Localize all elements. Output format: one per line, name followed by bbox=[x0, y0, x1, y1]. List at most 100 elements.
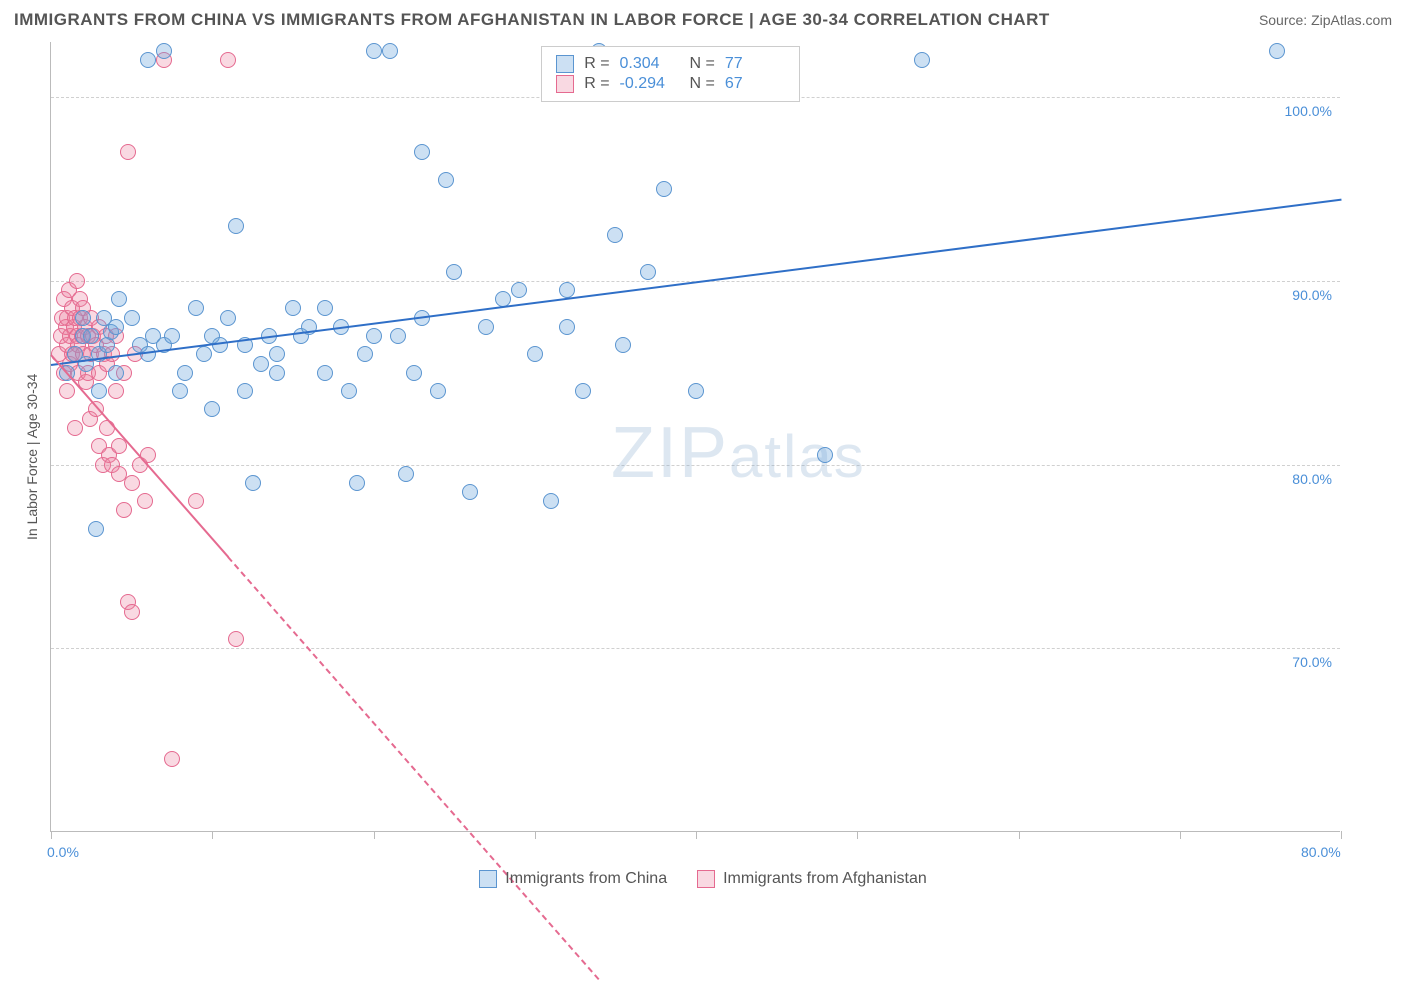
scatter-point-china bbox=[390, 328, 406, 344]
chart-source: Source: ZipAtlas.com bbox=[1259, 12, 1392, 28]
scatter-point-china bbox=[285, 300, 301, 316]
scatter-point-afghanistan bbox=[69, 273, 85, 289]
scatter-point-china bbox=[656, 181, 672, 197]
stats-r-label: R = bbox=[584, 75, 609, 93]
scatter-point-china bbox=[172, 383, 188, 399]
scatter-point-china bbox=[357, 346, 373, 362]
bottom-legend: Immigrants from China Immigrants from Af… bbox=[0, 870, 1406, 888]
scatter-point-china bbox=[83, 328, 99, 344]
x-tick-label: 80.0% bbox=[1301, 844, 1341, 860]
scatter-point-china bbox=[196, 346, 212, 362]
y-tick-label: 70.0% bbox=[1292, 654, 1332, 670]
scatter-point-china bbox=[1269, 43, 1285, 59]
scatter-point-afghanistan bbox=[116, 502, 132, 518]
stats-n-label: N = bbox=[690, 55, 715, 73]
legend-swatch-china bbox=[479, 870, 497, 888]
scatter-point-afghanistan bbox=[120, 144, 136, 160]
scatter-point-china bbox=[204, 401, 220, 417]
scatter-point-china bbox=[317, 300, 333, 316]
x-tick bbox=[1180, 831, 1181, 839]
x-tick bbox=[696, 831, 697, 839]
gridline-horizontal bbox=[51, 648, 1340, 649]
scatter-point-afghanistan bbox=[137, 493, 153, 509]
stats-swatch-afghanistan bbox=[556, 75, 574, 93]
stats-r-value-afghanistan: -0.294 bbox=[620, 75, 680, 93]
scatter-point-china bbox=[511, 282, 527, 298]
scatter-point-afghanistan bbox=[124, 475, 140, 491]
y-axis-label: In Labor Force | Age 30-34 bbox=[24, 374, 40, 540]
x-tick bbox=[857, 831, 858, 839]
scatter-point-china bbox=[108, 365, 124, 381]
scatter-point-china bbox=[366, 328, 382, 344]
scatter-point-china bbox=[269, 365, 285, 381]
scatter-point-china bbox=[817, 447, 833, 463]
trend-line-afghanistan-extrapolated bbox=[228, 557, 600, 981]
scatter-point-china bbox=[156, 43, 172, 59]
scatter-point-china bbox=[406, 365, 422, 381]
scatter-point-china bbox=[88, 521, 104, 537]
scatter-point-afghanistan bbox=[188, 493, 204, 509]
scatter-point-afghanistan bbox=[59, 383, 75, 399]
scatter-point-china bbox=[478, 319, 494, 335]
scatter-point-china bbox=[543, 493, 559, 509]
scatter-point-china bbox=[341, 383, 357, 399]
scatter-point-china bbox=[212, 337, 228, 353]
scatter-point-china bbox=[140, 52, 156, 68]
x-tick bbox=[1341, 831, 1342, 839]
scatter-point-china bbox=[688, 383, 704, 399]
chart-title: IMMIGRANTS FROM CHINA VS IMMIGRANTS FROM… bbox=[14, 10, 1050, 30]
y-tick-label: 100.0% bbox=[1285, 103, 1332, 119]
legend-item-china: Immigrants from China bbox=[479, 870, 667, 888]
legend-label-china: Immigrants from China bbox=[505, 870, 667, 888]
scatter-point-china bbox=[269, 346, 285, 362]
scatter-point-afghanistan bbox=[228, 631, 244, 647]
x-tick-label: 0.0% bbox=[47, 844, 79, 860]
x-tick bbox=[51, 831, 52, 839]
scatter-point-china bbox=[398, 466, 414, 482]
scatter-point-china bbox=[177, 365, 193, 381]
scatter-point-afghanistan bbox=[124, 604, 140, 620]
scatter-point-afghanistan bbox=[164, 751, 180, 767]
scatter-point-china bbox=[366, 43, 382, 59]
scatter-point-afghanistan bbox=[67, 420, 83, 436]
scatter-point-china bbox=[640, 264, 656, 280]
scatter-point-china bbox=[220, 310, 236, 326]
scatter-point-china bbox=[462, 484, 478, 500]
stats-row-china: R = 0.304 N = 77 bbox=[556, 55, 785, 73]
scatter-point-china bbox=[559, 282, 575, 298]
scatter-point-china bbox=[91, 383, 107, 399]
scatter-point-china bbox=[253, 356, 269, 372]
trend-line-afghanistan bbox=[50, 355, 229, 558]
chart-header: IMMIGRANTS FROM CHINA VS IMMIGRANTS FROM… bbox=[14, 10, 1392, 30]
x-tick bbox=[212, 831, 213, 839]
scatter-point-china bbox=[75, 310, 91, 326]
stats-r-value-china: 0.304 bbox=[620, 55, 680, 73]
stats-n-label: N = bbox=[690, 75, 715, 93]
chart-plot-area: 70.0%80.0%90.0%100.0%0.0%80.0%ZIPatlasR … bbox=[50, 42, 1340, 832]
scatter-point-china bbox=[914, 52, 930, 68]
scatter-point-china bbox=[430, 383, 446, 399]
scatter-point-afghanistan bbox=[220, 52, 236, 68]
y-tick-label: 80.0% bbox=[1292, 471, 1332, 487]
scatter-point-china bbox=[575, 383, 591, 399]
legend-label-afghanistan: Immigrants from Afghanistan bbox=[723, 870, 927, 888]
scatter-point-china bbox=[164, 328, 180, 344]
x-tick bbox=[535, 831, 536, 839]
scatter-point-china bbox=[607, 227, 623, 243]
stats-row-afghanistan: R =-0.294N =67 bbox=[556, 75, 785, 93]
scatter-point-china bbox=[228, 218, 244, 234]
stats-n-value-china: 77 bbox=[725, 55, 785, 73]
scatter-point-china bbox=[559, 319, 575, 335]
gridline-horizontal bbox=[51, 465, 1340, 466]
scatter-point-china bbox=[188, 300, 204, 316]
stats-box: R =0.304N =77R =-0.294N =67 bbox=[541, 46, 800, 102]
scatter-point-china bbox=[414, 144, 430, 160]
scatter-point-china bbox=[527, 346, 543, 362]
scatter-point-china bbox=[382, 43, 398, 59]
legend-item-afghanistan: Immigrants from Afghanistan bbox=[697, 870, 927, 888]
scatter-point-china bbox=[124, 310, 140, 326]
y-tick-label: 90.0% bbox=[1292, 287, 1332, 303]
stats-r-label: R = bbox=[584, 55, 609, 73]
scatter-point-china bbox=[446, 264, 462, 280]
scatter-point-china bbox=[108, 319, 124, 335]
